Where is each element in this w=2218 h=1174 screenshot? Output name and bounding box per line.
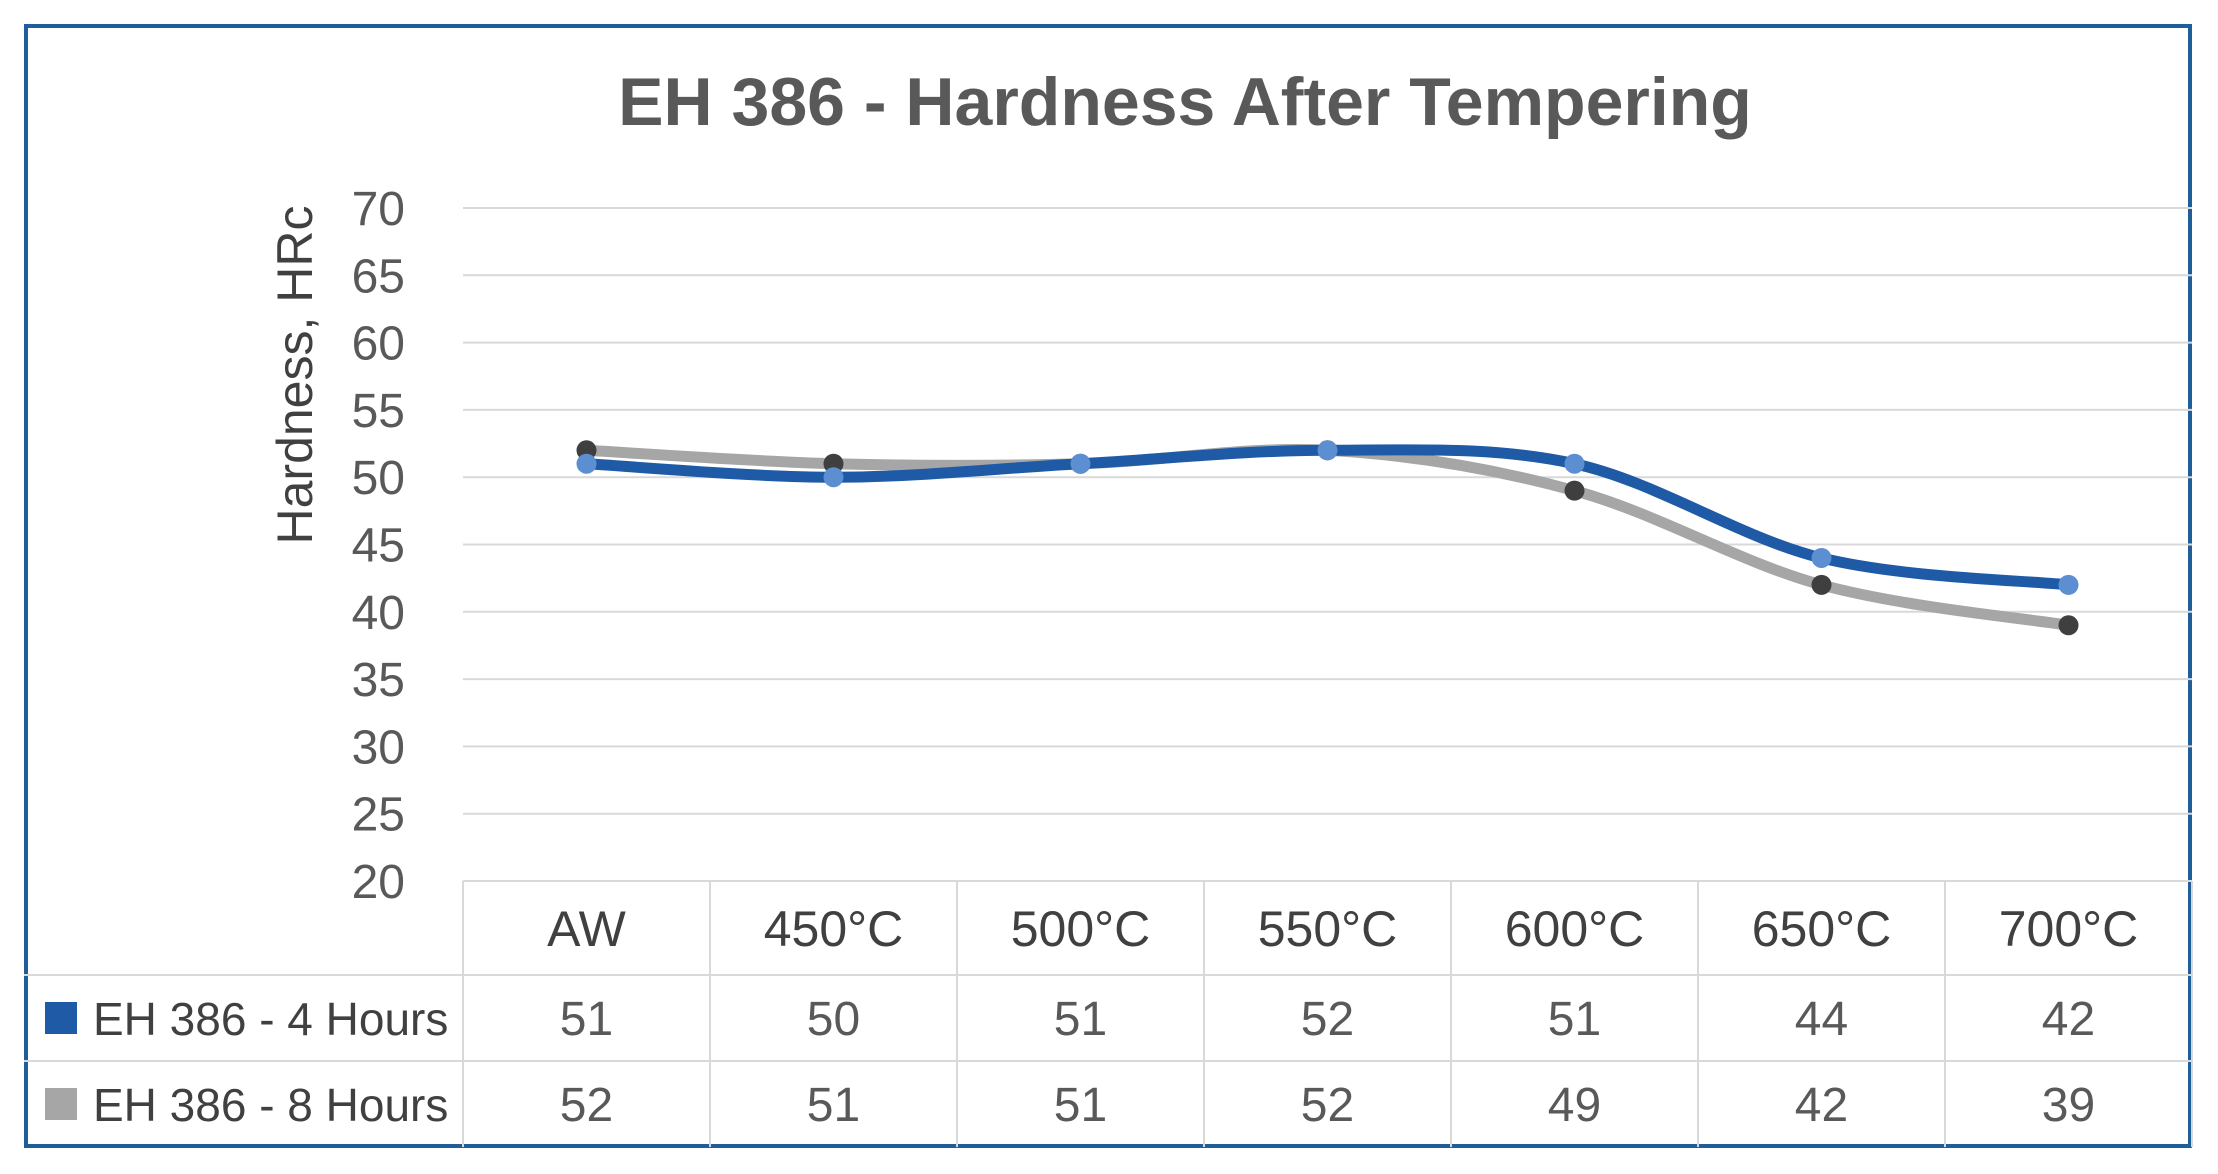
series-point: [1811, 547, 1832, 568]
series-point: [576, 453, 597, 474]
series-point: [823, 467, 844, 488]
table-cell-value: 52: [1301, 1079, 1354, 1132]
data-table: AW 450°C 500°C 550°C 600°C 650°C 700°C EH 386 -…: [24, 880, 2193, 1147]
x-category-label: 700°C: [1999, 901, 2139, 957]
table-cell-value: 42: [1795, 1079, 1848, 1132]
table-cell-value: 51: [1548, 993, 1601, 1046]
table-cell-value: 51: [560, 993, 613, 1046]
table-cell-value: 52: [560, 1079, 613, 1132]
series-point: [1317, 440, 1338, 461]
table-cell-value: 52: [1301, 993, 1354, 1046]
series-lines: [576, 440, 2079, 636]
y-tick-labels: 20 25 30 35 40 45 50 55 60 65 70: [352, 183, 405, 909]
series-line: [581, 444, 2074, 591]
chart-title: EH 386 - Hardness After Tempering: [618, 64, 1752, 140]
y-axis-label: Hardness, HRc: [267, 206, 323, 545]
table-cell-value: 51: [1054, 1079, 1107, 1132]
series-point: [1070, 453, 1091, 474]
y-tick-label: 35: [352, 654, 405, 707]
y-tick-label: 70: [352, 183, 405, 236]
y-tick-label: 55: [352, 385, 405, 438]
x-category-label: 550°C: [1258, 901, 1398, 957]
x-category-label: 600°C: [1505, 901, 1645, 957]
series-point: [1811, 574, 1832, 595]
table-cell-value: 49: [1548, 1079, 1601, 1132]
y-tick-label: 50: [352, 452, 405, 505]
y-tick-label: 30: [352, 721, 405, 774]
table-cell-value: 42: [2042, 993, 2095, 1046]
table-cell-value: 51: [807, 1079, 860, 1132]
y-tick-label: 25: [352, 789, 405, 842]
legend-label: EH 386 - 8 Hours: [93, 1079, 448, 1131]
x-category-label: AW: [547, 901, 626, 957]
y-tick-label: 20: [352, 856, 405, 909]
table-cell-value: 51: [1054, 993, 1107, 1046]
legend-swatch: [45, 1088, 77, 1120]
y-tick-label: 60: [352, 318, 405, 371]
table-cell-value: 39: [2042, 1079, 2095, 1132]
x-category-label: 500°C: [1011, 901, 1151, 957]
y-tick-label: 65: [352, 250, 405, 303]
series-point: [1564, 480, 1585, 501]
y-tick-label: 40: [352, 587, 405, 640]
table-cell-value: 44: [1795, 993, 1848, 1046]
y-tick-label: 45: [352, 520, 405, 573]
legend-swatch: [45, 1002, 77, 1034]
x-category-label: 450°C: [764, 901, 904, 957]
series-point: [1564, 453, 1585, 474]
gridlines: [463, 207, 2192, 882]
series-point: [2058, 615, 2079, 636]
x-category-label: 650°C: [1752, 901, 1892, 957]
table-cell-value: 50: [807, 993, 860, 1046]
series-point: [2058, 574, 2079, 595]
legend-label: EH 386 - 4 Hours: [93, 993, 448, 1045]
